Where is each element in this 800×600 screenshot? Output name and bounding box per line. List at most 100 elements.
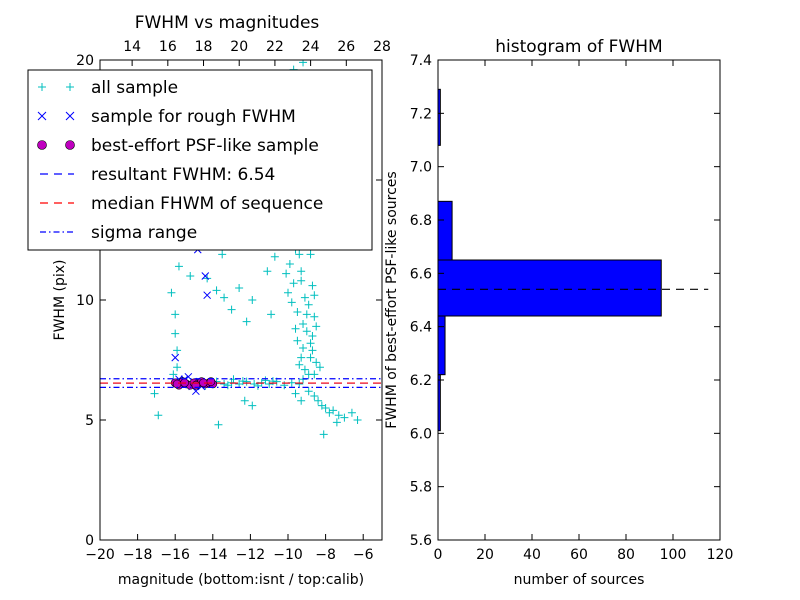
y-tick-label: 6.2 bbox=[410, 373, 432, 389]
point-all-sample bbox=[332, 418, 341, 427]
point-all-sample bbox=[270, 252, 279, 261]
point-all-sample bbox=[329, 406, 338, 415]
point-all-sample bbox=[302, 327, 311, 336]
point-all-sample bbox=[312, 322, 321, 331]
point-all-sample bbox=[267, 310, 276, 319]
point-all-sample bbox=[240, 396, 249, 405]
top-x-tick-label: 18 bbox=[195, 39, 213, 55]
point-all-sample bbox=[261, 376, 270, 385]
legend-handle-marker bbox=[66, 83, 74, 91]
point-all-sample bbox=[174, 262, 183, 271]
point-all-sample bbox=[293, 336, 302, 345]
point-all-sample bbox=[297, 276, 306, 285]
x-tick-label: −14 bbox=[198, 547, 228, 563]
point-all-sample bbox=[334, 411, 343, 420]
point-all-sample bbox=[227, 305, 236, 314]
histogram-y-axis: 5.6 5.8 6.0 6.2 6.4 6.6 6.8 7.0 7.2 7.4 bbox=[410, 53, 720, 549]
top-x-tick-label: 14 bbox=[123, 39, 141, 55]
legend-handle-marker bbox=[38, 83, 46, 91]
point-all-sample bbox=[299, 344, 308, 352]
point-all-sample bbox=[263, 267, 272, 276]
scatter-y-axis: 0 5 10 20 bbox=[76, 53, 382, 549]
x-tick-label: −8 bbox=[315, 547, 336, 563]
y-tick-label: 6.0 bbox=[410, 426, 432, 442]
point-all-sample bbox=[218, 250, 227, 259]
histogram-x-axis-label: number of sources bbox=[514, 572, 645, 588]
point-all-sample bbox=[304, 300, 313, 309]
scatter-x-axis: −20 −18 −16 −14 −12 −10 −8 −6 bbox=[85, 534, 374, 563]
legend-label-all-sample: all sample bbox=[91, 78, 178, 98]
y-tick-label: 10 bbox=[76, 293, 94, 309]
point-sample-for-rough-fwhm bbox=[171, 353, 180, 362]
x-tick-label: −16 bbox=[160, 547, 190, 563]
legend-label-sigma-range: sigma range bbox=[91, 223, 197, 243]
point-all-sample bbox=[173, 346, 182, 355]
x-tick-label: 20 bbox=[476, 547, 494, 563]
x-tick-label: 40 bbox=[523, 547, 541, 563]
y-tick-label: 5 bbox=[85, 413, 94, 429]
point-all-sample bbox=[315, 363, 324, 372]
point-sample-for-rough-fwhm bbox=[192, 387, 200, 396]
histogram-bar bbox=[437, 259, 662, 317]
histogram-x-axis: 0 20 40 60 80 100 120 bbox=[434, 60, 734, 563]
point-all-sample bbox=[212, 286, 221, 295]
scatter-panel: −20 −18 −16 −14 −12 −10 −8 −6 14 16 18 20 22 24 26 28 … bbox=[27, 13, 391, 588]
point-all-sample bbox=[167, 288, 176, 297]
point-all-sample bbox=[300, 293, 309, 302]
point-all-sample bbox=[347, 408, 356, 417]
point-all-sample bbox=[314, 396, 323, 405]
y-tick-label: 5.8 bbox=[410, 480, 432, 496]
point-all-sample bbox=[293, 308, 302, 316]
y-tick-label: 7.0 bbox=[410, 160, 432, 176]
point-all-sample bbox=[353, 416, 362, 424]
legend-handle-marker bbox=[37, 140, 47, 150]
x-tick-label: 80 bbox=[617, 547, 635, 563]
point-all-sample bbox=[297, 396, 306, 405]
point-all-sample bbox=[300, 365, 309, 374]
point-all-sample bbox=[308, 332, 317, 340]
y-tick-label: 20 bbox=[76, 53, 94, 69]
point-all-sample bbox=[299, 60, 308, 67]
legend-label-psf-sample: best-effort PSF-like sample bbox=[91, 136, 319, 156]
point-all-sample bbox=[308, 281, 317, 290]
point-all-sample bbox=[235, 284, 244, 292]
legend: all sample sample for rough FWHM best-ef… bbox=[27, 69, 373, 251]
point-all-sample bbox=[284, 288, 292, 297]
histogram-y-axis-label: FWHM of best-effort PSF-like sources bbox=[384, 171, 400, 428]
top-x-tick-label: 22 bbox=[266, 39, 284, 55]
y-tick-label: 0 bbox=[85, 533, 94, 549]
y-tick-label: 7.4 bbox=[410, 53, 432, 69]
point-all-sample bbox=[242, 317, 251, 326]
scatter-top-x-axis: 14 16 18 20 22 24 26 28 bbox=[123, 39, 391, 66]
point-sample-for-rough-fwhm bbox=[203, 291, 212, 300]
point-all-sample bbox=[312, 358, 321, 367]
point-all-sample bbox=[295, 360, 304, 369]
legend-handle-marker bbox=[37, 111, 47, 121]
x-tick-label: 120 bbox=[707, 547, 734, 563]
point-sample-for-rough-fwhm bbox=[201, 272, 210, 280]
x-tick-label: −10 bbox=[273, 547, 303, 563]
point-all-sample bbox=[285, 260, 294, 268]
point-all-sample bbox=[297, 353, 306, 362]
point-all-sample bbox=[238, 377, 247, 386]
point-all-sample bbox=[289, 279, 298, 288]
point-all-sample bbox=[295, 380, 304, 388]
x-tick-label: −18 bbox=[123, 547, 153, 563]
point-all-sample bbox=[154, 411, 163, 420]
point-all-sample bbox=[304, 387, 313, 396]
point-all-sample bbox=[171, 329, 180, 338]
point-all-sample bbox=[310, 392, 319, 400]
point-all-sample bbox=[306, 353, 315, 362]
top-x-tick-label: 20 bbox=[230, 39, 248, 55]
point-all-sample bbox=[321, 404, 330, 412]
point-all-sample bbox=[186, 272, 195, 280]
x-tick-label: −6 bbox=[353, 547, 374, 563]
point-all-sample bbox=[310, 370, 319, 379]
scatter-title: FWHM vs magnitudes bbox=[135, 13, 320, 33]
point-all-sample bbox=[173, 363, 182, 372]
point-all-sample bbox=[150, 389, 159, 398]
histogram-bar bbox=[437, 200, 453, 261]
point-all-sample bbox=[250, 380, 259, 388]
histogram-bar bbox=[437, 315, 446, 376]
